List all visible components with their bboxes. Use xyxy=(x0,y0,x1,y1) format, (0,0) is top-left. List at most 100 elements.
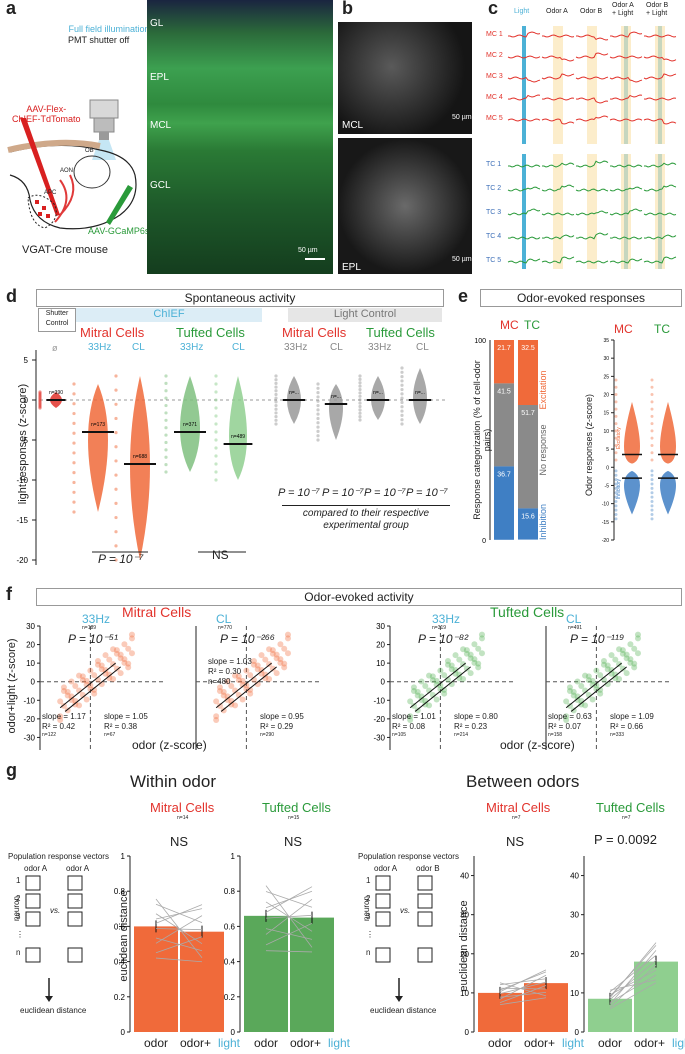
scatter-point xyxy=(83,681,90,688)
g-pair-line xyxy=(265,950,313,953)
mc-row-label: MC 2 xyxy=(486,52,503,59)
violin-dot xyxy=(114,416,118,421)
violin-dot xyxy=(72,421,76,425)
tc-row-label: TC 3 xyxy=(486,209,502,216)
d-cond-1: 33Hz xyxy=(88,342,112,353)
violin-dot xyxy=(400,392,404,396)
inh-dot xyxy=(650,517,654,521)
scatter-point xyxy=(98,662,105,669)
violin-n: n=489 xyxy=(231,434,245,440)
scatter-point xyxy=(433,677,440,684)
scatter-point xyxy=(91,690,98,697)
scatter-point xyxy=(597,686,604,693)
violin-dot xyxy=(114,459,118,463)
scatter-point xyxy=(273,655,280,662)
exc-dot xyxy=(650,400,654,404)
inh-dot xyxy=(614,508,618,512)
e2-ytick-label: 5 xyxy=(606,447,609,453)
odor-stim-bar xyxy=(621,154,631,269)
violin-dot xyxy=(164,403,168,408)
scatter-point xyxy=(239,696,246,703)
fit-line xyxy=(409,662,466,709)
scatter-point xyxy=(429,677,436,684)
violin-dot xyxy=(214,390,218,394)
violin-dot xyxy=(274,385,278,389)
g-mitral-b: Mitral Cells xyxy=(486,800,551,815)
scatter-point xyxy=(582,687,589,694)
scatter-point xyxy=(102,652,109,659)
violin-dot xyxy=(114,445,118,449)
g-ytick-label: 0.6 xyxy=(224,922,236,931)
scatter-point xyxy=(128,650,135,657)
vector-cell xyxy=(417,875,433,891)
violin-n: n=... xyxy=(373,390,383,396)
g-ytick-label: 20 xyxy=(570,950,579,959)
g-pair-line xyxy=(499,997,547,1006)
e-ytick: 0 xyxy=(482,538,486,545)
violin-dot xyxy=(316,412,320,416)
violin-dot xyxy=(316,395,320,399)
tc-trace xyxy=(609,208,643,216)
bar-excitation xyxy=(518,340,538,405)
g-odorA-1: odor A xyxy=(24,864,48,873)
mc-trace xyxy=(575,76,609,80)
f-p: P = 10⁻⁸² xyxy=(418,632,469,646)
scatter-point xyxy=(258,652,265,659)
exc-dot xyxy=(650,385,654,389)
violin-dot xyxy=(72,431,76,435)
violin-dot xyxy=(316,425,320,429)
exc-dot xyxy=(614,458,618,462)
mc-trace xyxy=(610,31,643,38)
scatter-point xyxy=(281,645,288,652)
scatter-point xyxy=(471,659,478,666)
scatter-point xyxy=(437,686,444,693)
g-ytick-label: 30 xyxy=(460,911,469,920)
scatter-point xyxy=(68,678,75,685)
f-slope-left: slope = 0.63 xyxy=(548,712,592,721)
f-n: n=319 xyxy=(432,625,447,631)
g-pair-line xyxy=(499,978,547,986)
inh-dot xyxy=(614,469,618,473)
violin-dot xyxy=(316,403,320,408)
violin-dot xyxy=(72,392,76,396)
violin-dot xyxy=(214,438,218,442)
inh-dot xyxy=(650,478,654,482)
violin-dot xyxy=(400,418,404,422)
g-pair-line xyxy=(609,950,657,1005)
vector-row-label: n xyxy=(366,948,371,957)
scatter-point xyxy=(619,647,626,654)
mc-trace xyxy=(507,76,541,83)
panel-b-image-top xyxy=(338,22,472,134)
f-slope-left: slope = 1.17 xyxy=(42,712,86,721)
g-pair-line xyxy=(499,985,547,1004)
scatter-point xyxy=(597,690,604,697)
g-pair-line xyxy=(155,898,203,959)
shutter-label: PMT shutter off xyxy=(68,35,130,45)
scatter-point xyxy=(87,667,94,674)
illumination-label: Full field illumination xyxy=(68,24,150,34)
scatter-point xyxy=(467,655,474,662)
violin-n: n=... xyxy=(331,394,341,400)
violin-dot xyxy=(164,433,168,437)
tc-trace xyxy=(576,160,609,168)
g-ytick-label: 0 xyxy=(121,1028,126,1037)
g-n-w-m: n=14 xyxy=(177,815,189,821)
arrow-head xyxy=(45,996,53,1002)
scatter-point xyxy=(410,702,417,709)
violin-dot xyxy=(274,381,278,385)
epl-label-b: EPL xyxy=(342,262,361,273)
violin-dot xyxy=(400,387,404,392)
scatter-point xyxy=(79,677,86,684)
f-ytick-label: 20 xyxy=(376,641,385,650)
g-ytick-label: 0.8 xyxy=(114,887,126,896)
inh-dot xyxy=(614,495,618,499)
f-ytick-label: 0 xyxy=(31,678,36,687)
scatter-point xyxy=(254,681,261,688)
scatter-point xyxy=(623,651,630,658)
scatter-point xyxy=(441,690,448,697)
d-cond-5: 33Hz xyxy=(284,342,308,353)
tc-trace xyxy=(541,234,575,240)
f-slope-left: slope = 1.01 xyxy=(392,712,436,721)
scatter-point xyxy=(57,713,64,720)
g-n-b-m: n=7 xyxy=(512,815,521,821)
